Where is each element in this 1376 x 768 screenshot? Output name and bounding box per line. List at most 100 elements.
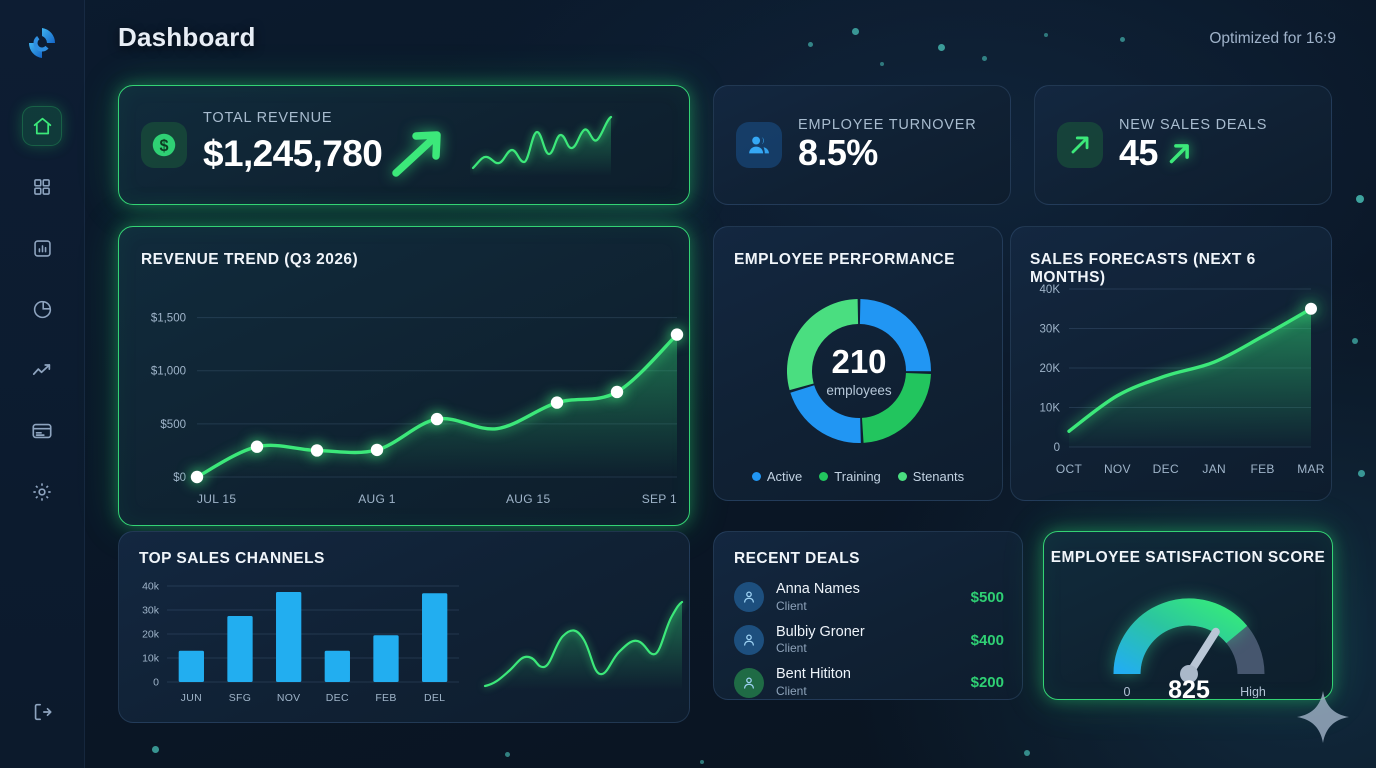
dollar-icon-wrap: $ (141, 122, 187, 168)
sidebar-item-reports[interactable] (22, 228, 62, 268)
deal-amount: $500 (970, 588, 1004, 606)
deal-info: Anna Names Client (776, 581, 860, 614)
deal-name: Bent Hititon (776, 666, 851, 683)
svg-text:$1,500: $1,500 (151, 313, 186, 325)
svg-text:$1,000: $1,000 (151, 366, 186, 378)
sidebar-item-analytics[interactable] (22, 289, 62, 329)
sidebar-item-billing[interactable] (22, 411, 62, 451)
card-recent-deals[interactable]: RECENT DEALS Anna Names Client $500 Bulbiy … (713, 531, 1023, 700)
sales-channels-bar-chart: 0 10k 20k 30k 40k JUN SFG NOV DEC FEB DEL (142, 581, 684, 704)
svg-text:NOV: NOV (1104, 462, 1131, 476)
svg-text:OCT: OCT (1056, 462, 1083, 476)
deal-info: Bulbiy Groner Client (776, 624, 865, 657)
users-icon (748, 136, 769, 153)
kpi-label: NEW SALES DEALS (1119, 117, 1268, 134)
deal-role: Client (776, 598, 807, 613)
satisfaction-gauge: 0 High 825 (1113, 598, 1266, 698)
svg-text:0: 0 (1124, 685, 1131, 698)
donut-legend: Active Training Stenants (714, 469, 1002, 484)
kpi-label: EMPLOYEE TURNOVER (798, 117, 977, 134)
card-title: REVENUE TREND (Q3 2026) (141, 251, 359, 268)
card-satisfaction-score[interactable]: EMPLOYEE SATISFACTION SCORE 0 High 825 (1043, 531, 1333, 700)
card-top-sales-channels[interactable]: TOP SALES CHANNELS 0 10k 20k 30k 40k JUN SFG NO… (118, 531, 690, 723)
svg-text:$0: $0 (173, 472, 186, 484)
card-revenue-trend[interactable]: REVENUE TREND (Q3 2026) $0 $500 $1,000 $1,5… (118, 226, 690, 526)
legend-item: Stenants (897, 469, 965, 484)
app-logo[interactable] (21, 22, 63, 64)
employee-donut-chart: 210 employees (787, 299, 931, 443)
deal-amount: $400 (970, 631, 1004, 649)
sidebar-item-apps[interactable] (22, 167, 62, 207)
card-title: EMPLOYEE SATISFACTION SCORE (1050, 549, 1326, 566)
arrow-up-right-icon (1169, 143, 1189, 163)
legend-label: Training (834, 469, 881, 484)
svg-text:JUN: JUN (181, 692, 202, 704)
deal-name: Anna Names (776, 581, 860, 597)
svg-text:DEC: DEC (326, 692, 349, 704)
svg-text:825: 825 (1168, 676, 1210, 698)
kpi-card-total-revenue[interactable]: $ TOTAL REVENUE $1,245,780 (118, 85, 690, 205)
trending-up-icon (32, 364, 51, 375)
deal-row[interactable]: Bulbiy Groner Client $400 (734, 619, 1004, 662)
svg-text:40k: 40k (142, 581, 160, 593)
legend-label: Stenants (912, 469, 965, 484)
svg-text:AUG 15: AUG 15 (506, 492, 551, 506)
card-title: TOP SALES CHANNELS (139, 550, 325, 567)
ratio-note: Optimized for 16:9 (1209, 30, 1336, 47)
svg-text:employees: employees (826, 383, 892, 398)
svg-text:JUL 15: JUL 15 (197, 492, 236, 506)
svg-text:High: High (1240, 685, 1266, 698)
arrow-icon-wrap (1057, 122, 1103, 168)
card-title: SALES FORECASTS (NEXT 6 MONTHS) (1030, 251, 1256, 286)
svg-text:20k: 20k (142, 629, 160, 641)
card-title: EMPLOYEE PERFORMANCE (734, 251, 955, 268)
deals-list: Anna Names Client $500 Bulbiy Groner Client $… (734, 576, 1004, 704)
deal-role: Client (776, 641, 807, 656)
deal-info: Bent Hititon Client (776, 666, 851, 699)
sidebar-nav (22, 106, 62, 512)
decorative-dot (700, 760, 705, 765)
sidebar-item-settings[interactable] (22, 472, 62, 512)
svg-text:DEC: DEC (1153, 462, 1179, 476)
sidebar-item-home[interactable] (22, 106, 62, 146)
kpi-card-new-sales-deals[interactable]: NEW SALES DEALS 45 (1034, 85, 1332, 205)
sidebar-item-trends[interactable] (22, 350, 62, 390)
decorative-dot (1356, 195, 1364, 203)
card-title: RECENT DEALS (734, 550, 860, 567)
decorative-dot (505, 752, 511, 758)
svg-text:SFG: SFG (229, 692, 252, 704)
revenue-trend-chart: $0 $500 $1,000 $1,500 JUL 15 AUG 1 AUG 15 SEP 1 (151, 313, 684, 506)
deal-row[interactable]: Bent Hititon Client $200 (734, 661, 1004, 704)
card-employee-performance[interactable]: EMPLOYEE PERFORMANCE 210 employees Active… (713, 226, 1003, 501)
deal-role: Client (776, 684, 807, 699)
svg-text:20K: 20K (1040, 363, 1061, 375)
legend-label: Active (766, 469, 803, 484)
svg-text:10k: 10k (142, 653, 160, 665)
sales-forecast-chart: 0 10K 20K 30K 40K OCT NOV DEC JAN FEB MAR (1040, 284, 1325, 476)
kpi-value: 45 (1119, 132, 1158, 174)
sparkle-icon (1297, 691, 1349, 743)
decorative-dot (1358, 470, 1365, 477)
avatar (734, 582, 764, 613)
svg-text:AUG 1: AUG 1 (358, 492, 396, 506)
deal-row[interactable]: Anna Names Client $500 (734, 576, 1004, 619)
card-sales-forecasts[interactable]: SALES FORECASTS (NEXT 6 MONTHS) 0 10K 20K 3… (1010, 226, 1332, 501)
bar-chart-icon (33, 239, 51, 257)
kpi-card-employee-turnover[interactable]: EMPLOYEE TURNOVER 8.5% (713, 85, 1011, 205)
logout-button[interactable] (22, 692, 62, 732)
legend-swatch (819, 472, 829, 481)
logout-icon (34, 703, 52, 721)
card-icon (32, 423, 52, 439)
kpi-label: TOTAL REVENUE (203, 109, 333, 126)
avatar (734, 625, 764, 656)
kpi-value: 8.5% (798, 132, 878, 174)
gear-icon (33, 483, 51, 501)
svg-text:DEL: DEL (424, 692, 445, 704)
sidebar (0, 0, 85, 768)
decorative-dot (1024, 750, 1030, 756)
svg-text:$: $ (159, 137, 168, 155)
svg-text:30k: 30k (142, 605, 160, 617)
svg-text:FEB: FEB (375, 692, 396, 704)
grid-icon (34, 179, 50, 195)
legend-swatch (751, 472, 761, 481)
